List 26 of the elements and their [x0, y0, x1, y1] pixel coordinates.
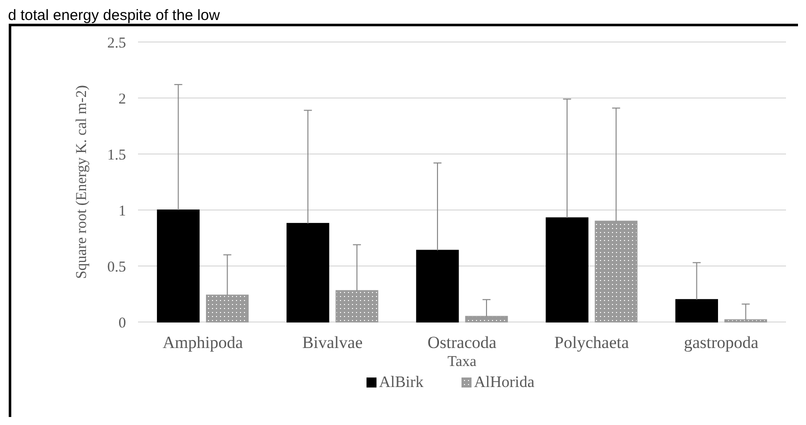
text: d total energy despite of the low [8, 7, 220, 24]
bar [206, 294, 249, 322]
bar [675, 299, 718, 322]
y-tick-label: 1 [118, 203, 126, 220]
bar [156, 210, 200, 322]
legend-label: AlHorida [474, 374, 534, 391]
y-tick-label: 0 [118, 315, 126, 332]
y-tick-label: 0.5 [107, 259, 126, 276]
x-axis-title: Taxa [448, 354, 477, 370]
y-axis-title: Square root (Energy K. cal m-2) [74, 85, 90, 279]
y-tick-label: 2 [118, 91, 126, 108]
bar [336, 290, 378, 322]
bar [724, 319, 768, 322]
x-tick-label: Bivalvae [302, 333, 363, 352]
bar [546, 217, 588, 322]
legend-label: AlBirk [379, 374, 424, 391]
x-tick-label: gastropoda [684, 333, 759, 352]
bar [465, 316, 508, 322]
x-tick-label: Polychaeta [554, 333, 630, 352]
y-tick-label: 1.5 [107, 147, 126, 164]
x-tick-label: Amphipoda [162, 333, 244, 352]
bar [286, 222, 330, 322]
y-tick-label: 2.5 [107, 35, 126, 52]
bar [594, 220, 638, 322]
x-tick-label: Ostracoda [428, 333, 497, 352]
bar [416, 250, 459, 322]
